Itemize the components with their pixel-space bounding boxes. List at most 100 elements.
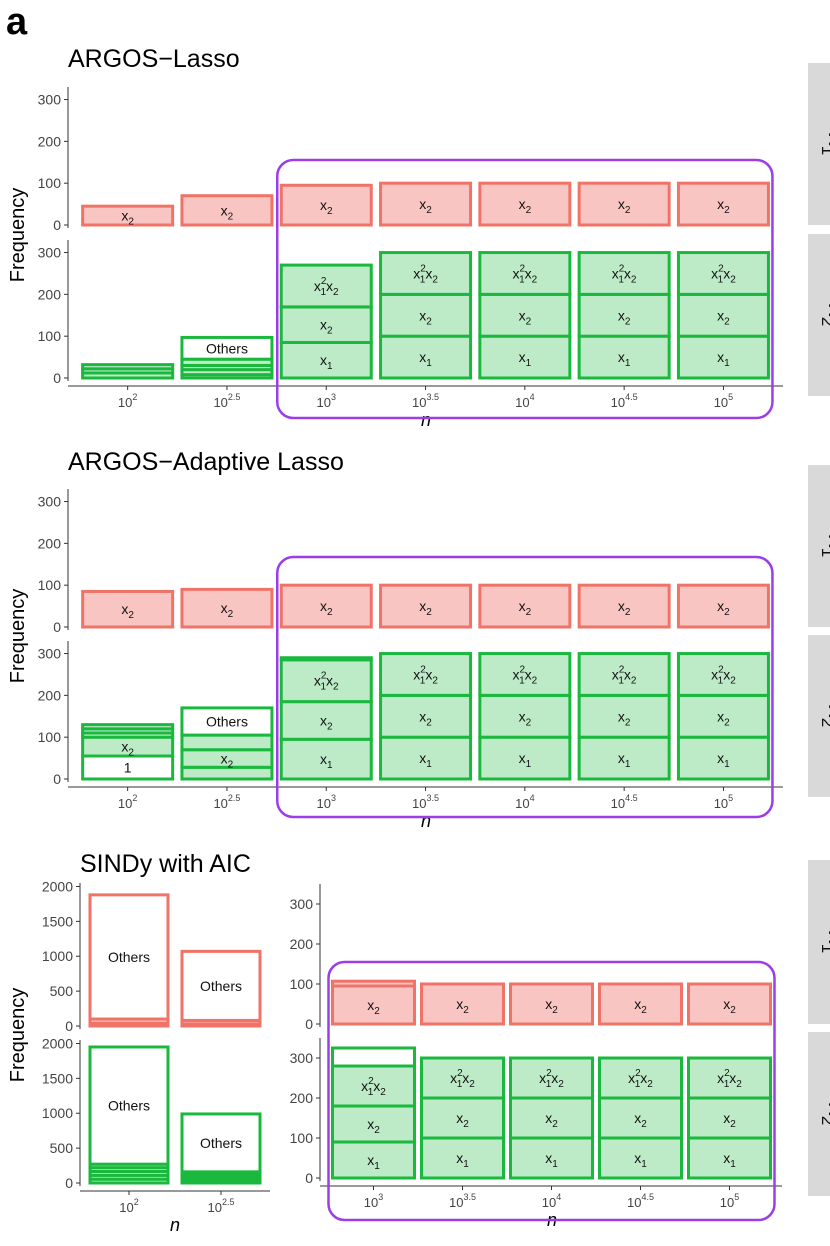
bar-label-1-0-0-0: x2 <box>121 601 134 621</box>
y-tick-label-0-0-2: 200 <box>38 133 62 149</box>
bar-label-1-1-4-0: x1 <box>519 750 532 770</box>
x-tick-label-0-3: 103.5 <box>412 392 439 410</box>
bar-label-0-1-5-0: x1 <box>618 349 631 369</box>
x-tick-label-3-1: 103.5 <box>449 1192 476 1210</box>
y-tick-label-2-1-0: 0 <box>65 1175 73 1191</box>
bar-label-2-0-0-2: Others <box>108 949 150 965</box>
bar-label-1-1-3-0: x1 <box>419 750 432 770</box>
bar-segment-1-1-0-4 <box>81 723 175 731</box>
bar-label-0-0-0-0: x2 <box>121 208 134 228</box>
bar-label-1-1-6-0: x1 <box>717 750 730 770</box>
bar-segment-3-0-0-1 <box>331 979 416 988</box>
x-axis-title-2: n <box>170 1215 180 1235</box>
facet-strip-top-1-label: x1 <box>818 535 830 557</box>
bar-label-3-1-3-0: x1 <box>634 1150 647 1170</box>
bar-label-3-1-4-2: x2 1x2 <box>717 1068 742 1090</box>
y-tick-label-1-1-1: 100 <box>38 729 62 745</box>
bar-label-0-1-4-2: x2 1x2 <box>513 263 538 285</box>
bar-segment-0-1-5-2 <box>577 251 671 296</box>
bar-label-1-1-1-3: Others <box>206 714 248 730</box>
y-tick-label-3-1-3: 300 <box>290 1050 314 1066</box>
bar-label-3-1-2-1: x2 <box>545 1110 558 1130</box>
bar-segment-0-0-6-0 <box>676 181 770 227</box>
x-tick-label-1-6: 105 <box>714 793 733 811</box>
bar-segment-1-0-0-0 <box>81 589 175 629</box>
y-tick-label-0-1-2: 200 <box>38 286 62 302</box>
bar-segment-1-1-3-0 <box>379 735 473 781</box>
bar-label-3-1-2-0: x1 <box>545 1150 558 1170</box>
bar-label-1-0-2-0: x2 <box>320 598 333 618</box>
bar-segment-1-1-1-2 <box>180 733 274 752</box>
bar-segment-3-0-1-0 <box>420 982 505 1026</box>
y-tick-label-0-1-0: 0 <box>53 370 61 386</box>
bar-label-3-0-1-0: x2 <box>456 996 469 1016</box>
bar-label-1-1-3-1: x2 <box>419 708 432 728</box>
bar-segment-0-0-5-0 <box>577 181 671 227</box>
x-tick-label-1-3: 103.5 <box>412 793 439 811</box>
bar-label-3-1-1-2: x2 1x2 <box>450 1068 475 1090</box>
bar-label-3-1-0-1: x2 <box>367 1116 380 1136</box>
bar-label-1-1-1-1: x2 <box>221 751 234 771</box>
x-tick-label-0-5: 104.5 <box>611 392 638 410</box>
bar-segment-3-1-0-3 <box>331 1046 416 1068</box>
y-tick-label-2-0-3: 1500 <box>42 913 73 929</box>
highlight-box-0 <box>276 158 774 420</box>
bar-label-1-1-6-2: x2 1x2 <box>711 664 736 686</box>
bar-segment-3-1-4-1 <box>687 1096 772 1140</box>
bar-label-0-1-1-4: Others <box>206 340 248 356</box>
y-tick-label-2-1-1: 500 <box>50 1140 74 1156</box>
bar-label-3-0-0-0: x2 <box>367 997 380 1017</box>
facet-strip-bottom-0 <box>808 234 830 396</box>
bar-segment-3-1-1-0 <box>420 1136 505 1180</box>
bar-segment-1-1-3-2 <box>379 652 473 697</box>
bar-label-1-1-3-2: x2 1x2 <box>413 664 438 686</box>
bar-label-0-1-5-2: x2 1x2 <box>612 263 637 285</box>
y-tick-label-1-0-0: 0 <box>53 619 61 635</box>
bar-label-0-1-6-2: x2 1x2 <box>711 263 736 285</box>
bar-label-1-1-0-1: x2 <box>121 739 134 759</box>
y-tick-label-3-0-3: 300 <box>290 896 314 912</box>
bar-segment-0-1-2-2 <box>279 263 373 309</box>
bar-label-0-1-4-1: x2 <box>519 307 532 327</box>
bar-segment-3-1-4-2 <box>687 1056 772 1100</box>
bar-label-0-0-5-0: x2 <box>618 196 631 216</box>
y-tick-label-3-0-2: 200 <box>290 936 314 952</box>
bar-segment-1-1-6-0 <box>676 735 770 781</box>
bar-label-1-1-2-1: x2 <box>320 712 333 732</box>
facet-strip-bottom-3-label: x2 <box>818 1103 830 1125</box>
y-tick-label-3-1-2: 200 <box>290 1090 314 1106</box>
bar-label-1-1-6-1: x2 <box>717 708 730 728</box>
y-tick-label-3-1-1: 100 <box>290 1130 314 1146</box>
x-tick-label-3-2: 104 <box>542 1192 561 1210</box>
bar-segment-3-0-3-0 <box>598 982 683 1026</box>
bar-label-1-1-2-2: x2 1x2 <box>314 671 339 693</box>
x-tick-label-3-0: 103 <box>364 1192 383 1210</box>
bar-segment-0-0-1-0 <box>180 194 274 227</box>
x-tick-label-0-0: 102 <box>118 392 137 410</box>
bar-segment-0-1-4-2 <box>478 251 572 296</box>
bar-segment-3-1-4-0 <box>687 1136 772 1180</box>
bar-segment-1-1-2-1 <box>279 700 373 741</box>
bar-segment-0-0-4-0 <box>478 181 572 227</box>
bar-label-3-1-3-2: x2 1x2 <box>628 1068 653 1090</box>
bar-segment-1-1-4-2 <box>478 652 572 697</box>
bar-label-2-0-1-2: Others <box>200 978 242 994</box>
bar-label-3-1-1-1: x2 <box>456 1110 469 1130</box>
bar-segment-1-0-6-0 <box>676 583 770 629</box>
bar-segment-0-1-6-2 <box>676 251 770 296</box>
bar-label-1-0-4-0: x2 <box>519 598 532 618</box>
bar-segment-1-1-2-2 <box>279 658 373 704</box>
y-tick-label-0-0-3: 300 <box>38 92 62 108</box>
x-tick-label-1-2: 103 <box>317 793 336 811</box>
bar-segment-1-1-6-2 <box>676 652 770 697</box>
bar-label-0-1-6-1: x2 <box>717 307 730 327</box>
y-tick-label-1-0-3: 300 <box>38 494 62 510</box>
bar-label-0-1-3-0: x1 <box>419 349 432 369</box>
bar-label-2-1-0-5: Others <box>108 1098 150 1114</box>
y-axis-title-1: Frequency <box>7 589 29 684</box>
y-axis-title-2: Frequency <box>7 988 29 1083</box>
bar-segment-3-0-0-0 <box>331 984 416 1026</box>
y-tick-label-2-0-4: 2000 <box>42 878 73 894</box>
y-tick-label-2-0-1: 500 <box>50 983 74 999</box>
